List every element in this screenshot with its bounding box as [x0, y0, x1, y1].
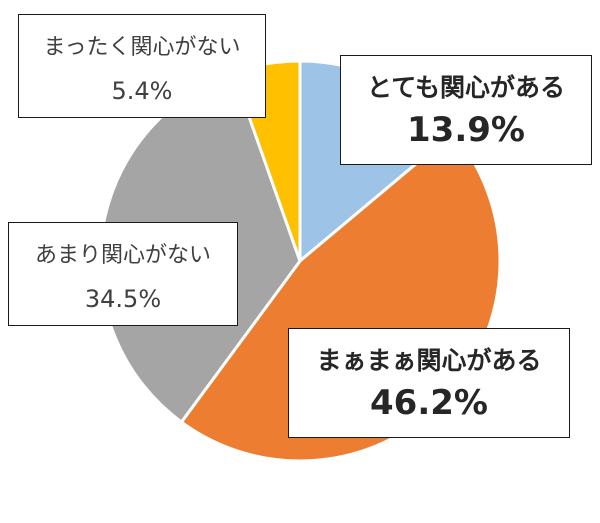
data-label-very-interested: とても関心がある 13.9% — [340, 55, 592, 165]
data-label-not-very-interested: あまり関心がない 34.5% — [8, 222, 238, 326]
data-label-somewhat-interested: まぁまぁ関心がある 46.2% — [288, 328, 570, 438]
data-label-value: 46.2% — [370, 383, 488, 423]
data-label-category: まったく関心がない — [43, 35, 241, 60]
data-label-value: 13.9% — [407, 110, 525, 150]
data-label-value: 5.4% — [111, 77, 173, 105]
data-label-category: とても関心がある — [366, 73, 565, 102]
data-label-value: 34.5% — [84, 285, 162, 313]
data-label-not-at-all-interested: まったく関心がない 5.4% — [18, 14, 266, 118]
data-label-category: あまり関心がない — [34, 243, 211, 268]
data-label-category: まぁまぁ関心がある — [316, 346, 542, 375]
